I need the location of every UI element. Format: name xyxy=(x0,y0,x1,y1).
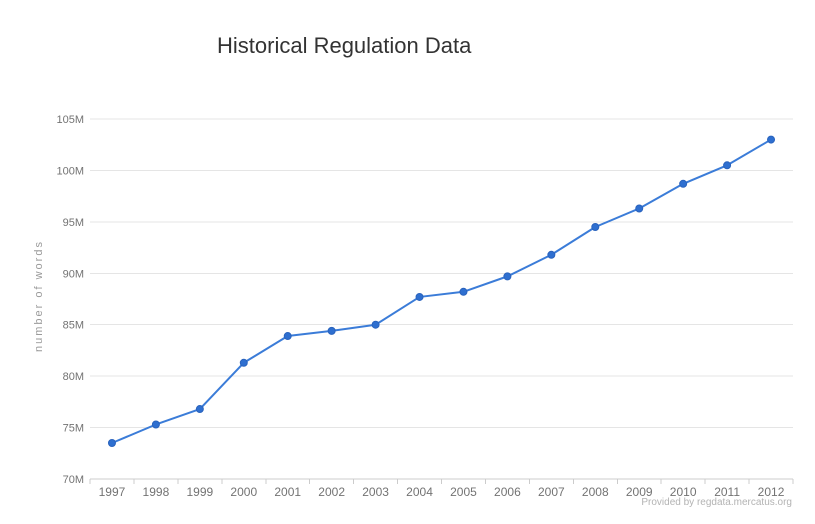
y-axis-tick-label: 95M xyxy=(63,217,84,229)
x-axis-tick-label: 2000 xyxy=(230,485,257,499)
x-axis-tick-label: 2006 xyxy=(494,485,521,499)
data-point[interactable] xyxy=(327,326,336,335)
y-axis-tick-label: 85M xyxy=(63,320,84,332)
x-axis-tick-label: 2003 xyxy=(362,485,389,499)
data-point[interactable] xyxy=(591,223,600,231)
data-point[interactable] xyxy=(151,420,160,429)
data-point[interactable] xyxy=(635,204,644,213)
data-point[interactable] xyxy=(723,161,732,170)
series-line xyxy=(110,138,773,444)
y-axis-tick-label: 80M xyxy=(63,371,84,383)
data-point[interactable] xyxy=(679,179,688,188)
y-axis-tick-label: 70M xyxy=(63,474,84,486)
data-point[interactable] xyxy=(371,320,380,329)
data-point[interactable] xyxy=(415,292,424,301)
x-axis-tick-label: 2002 xyxy=(318,485,345,499)
x-axis-tick-label: 2008 xyxy=(582,485,609,499)
data-point[interactable] xyxy=(283,332,292,341)
chart-title: Historical Regulation Data xyxy=(217,33,472,58)
data-point[interactable] xyxy=(107,439,116,447)
x-axis-tick-label: 2010 xyxy=(670,485,697,499)
credits-link[interactable]: Provided by regdata.mercatus.org xyxy=(641,497,792,508)
y-axis-tick-label: 90M xyxy=(63,268,84,280)
x-axis-tick-label: 2005 xyxy=(450,485,477,499)
data-point[interactable] xyxy=(459,287,468,296)
x-axis-tick-label: 2004 xyxy=(406,485,433,499)
y-axis-tick-label: 100M xyxy=(56,165,84,177)
x-axis-tick-label: 2012 xyxy=(758,485,785,499)
data-point[interactable] xyxy=(239,358,248,367)
x-axis-tick-label: 2011 xyxy=(714,485,740,499)
data-point[interactable] xyxy=(547,250,556,259)
x-axis-tick-label: 1997 xyxy=(99,485,126,499)
x-axis-tick-label: 2001 xyxy=(274,485,301,499)
y-axis-tick-label: 75M xyxy=(63,423,84,435)
y-axis-tick-label: 105M xyxy=(56,114,84,126)
data-point[interactable] xyxy=(503,272,512,281)
data-point[interactable] xyxy=(767,135,776,144)
x-axis-tick-label: 2009 xyxy=(626,485,653,499)
x-axis-tick-label: 1998 xyxy=(143,485,170,499)
data-point[interactable] xyxy=(195,405,204,414)
x-axis-tick-label: 2007 xyxy=(538,485,565,499)
x-axis-tick-label: 1999 xyxy=(186,485,213,499)
